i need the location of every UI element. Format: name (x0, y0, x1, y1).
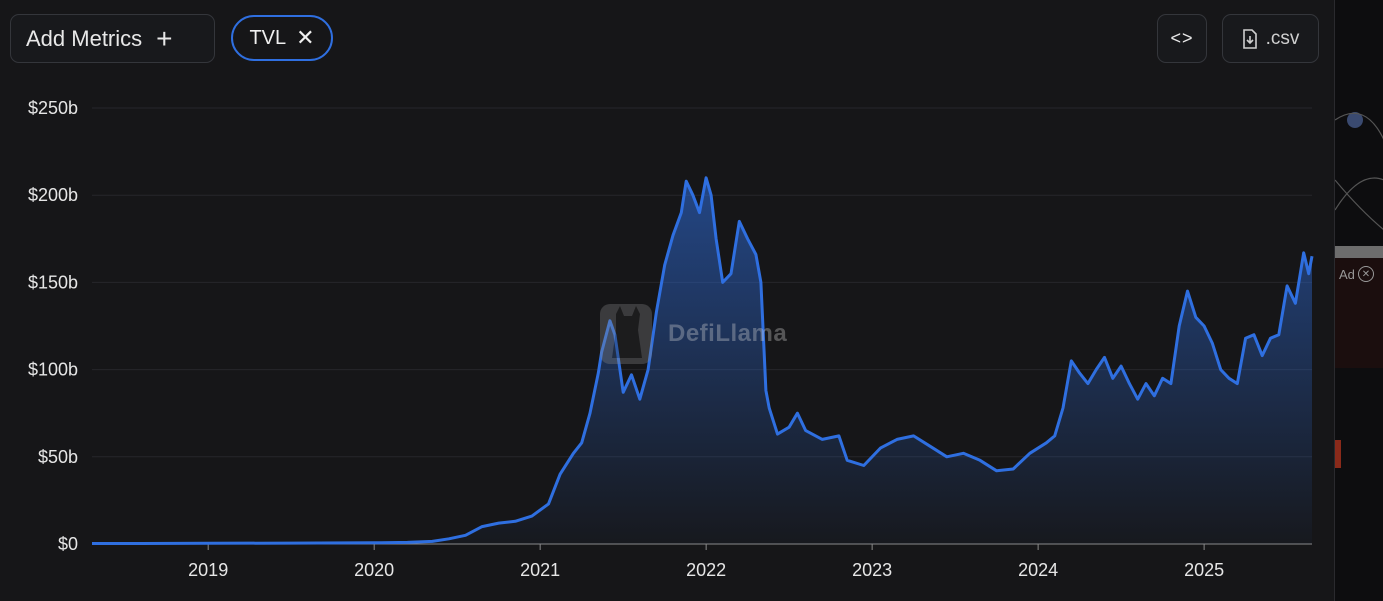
tvl-chip-label: TVL (249, 26, 287, 49)
y-axis: $0 $50b $100b $150b $200b $250b (28, 98, 78, 554)
x-tick-label: 2024 (1018, 560, 1058, 580)
ad-badge[interactable]: Ad ✕ (1339, 266, 1374, 282)
code-icon: <> (1170, 28, 1194, 48)
y-tick-label: $100b (28, 360, 78, 380)
y-tick-label: $150b (28, 272, 78, 292)
x-axis: 2019 2020 2021 2022 2023 2024 2025 (92, 543, 1312, 580)
ad-label: Ad (1339, 266, 1355, 282)
tvl-chart[interactable]: $0$50b$100b$150b$200b$250b 2019 2020 2021 2… (0, 80, 1334, 601)
close-icon[interactable]: ✕ (296, 25, 315, 50)
plus-icon: + (156, 22, 173, 54)
x-tick-label: 2020 (354, 560, 394, 580)
y-tick-label: $200b (28, 185, 78, 205)
x-tick-label: 2022 (686, 560, 726, 580)
ad-side-strip: Ad ✕ (1334, 0, 1383, 601)
y-tick-label: $250b (28, 98, 78, 118)
y-tick-label: $0 (58, 534, 78, 554)
x-tick-label: 2019 (188, 560, 228, 580)
add-metrics-label: Add Metrics (26, 25, 143, 51)
add-metrics-button[interactable]: Add Metrics + (10, 14, 215, 63)
csv-label: .csv (1265, 27, 1300, 49)
tvl-area (92, 177, 1312, 545)
ad-close-icon[interactable]: ✕ (1357, 266, 1374, 282)
x-tick-label: 2025 (1184, 560, 1224, 580)
x-tick-label: 2021 (520, 560, 560, 580)
ad-graphic (1335, 112, 1383, 468)
tvl-metric-chip[interactable]: TVL ✕ (231, 15, 333, 61)
x-tick-label: 2023 (852, 560, 892, 580)
y-tick-label: $50b (38, 447, 78, 467)
download-csv-button[interactable]: .csv (1222, 14, 1319, 63)
tvl-line (92, 176, 1314, 545)
chart-panel: Add Metrics + TVL ✕ <> .csv $0 $50b $100b $… (0, 14, 1334, 601)
file-download-icon (1242, 28, 1257, 49)
embed-code-button[interactable]: <> (1157, 14, 1207, 63)
